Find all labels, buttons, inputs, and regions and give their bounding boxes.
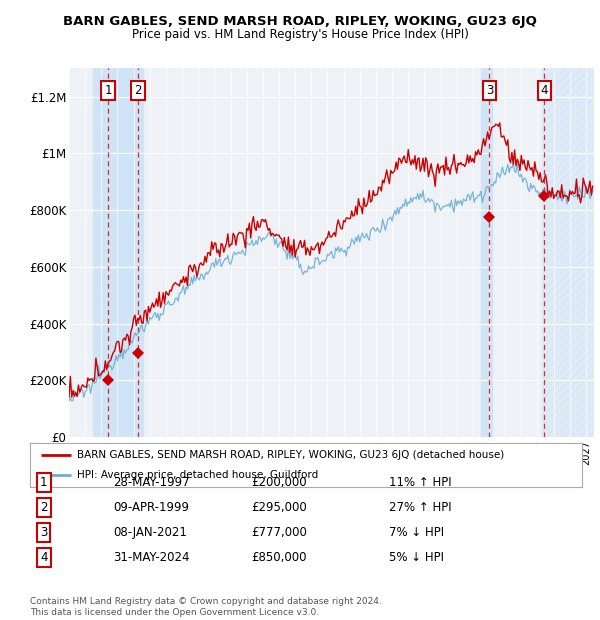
Text: Contains HM Land Registry data © Crown copyright and database right 2024.
This d: Contains HM Land Registry data © Crown c… (30, 598, 382, 617)
Text: £200,000: £200,000 (251, 476, 307, 489)
Text: 11% ↑ HPI: 11% ↑ HPI (389, 476, 451, 489)
Text: HPI: Average price, detached house, Guildford: HPI: Average price, detached house, Guil… (77, 469, 318, 479)
Text: 4: 4 (541, 84, 548, 97)
Text: £850,000: £850,000 (251, 551, 307, 564)
Text: 3: 3 (486, 84, 493, 97)
Text: 4: 4 (40, 551, 47, 564)
Text: 31-MAY-2024: 31-MAY-2024 (113, 551, 190, 564)
Text: BARN GABLES, SEND MARSH ROAD, RIPLEY, WOKING, GU23 6JQ (detached house): BARN GABLES, SEND MARSH ROAD, RIPLEY, WO… (77, 451, 504, 461)
Text: Price paid vs. HM Land Registry's House Price Index (HPI): Price paid vs. HM Land Registry's House … (131, 28, 469, 41)
Text: 7% ↓ HPI: 7% ↓ HPI (389, 526, 444, 539)
Bar (542, 68, 594, 437)
Text: BARN GABLES, SEND MARSH ROAD, RIPLEY, WOKING, GU23 6JQ: BARN GABLES, SEND MARSH ROAD, RIPLEY, WO… (63, 16, 537, 29)
Text: 27% ↑ HPI: 27% ↑ HPI (389, 501, 451, 514)
Bar (481, 68, 492, 437)
Text: 1: 1 (104, 84, 112, 97)
Text: 1: 1 (40, 476, 47, 489)
Text: 3: 3 (40, 526, 47, 539)
Text: 2: 2 (134, 84, 142, 97)
Text: 09-APR-1999: 09-APR-1999 (113, 501, 189, 514)
Text: £295,000: £295,000 (251, 501, 307, 514)
Bar (93, 68, 143, 437)
Text: 08-JAN-2021: 08-JAN-2021 (113, 526, 187, 539)
Text: 5% ↓ HPI: 5% ↓ HPI (389, 551, 444, 564)
Text: £777,000: £777,000 (251, 526, 307, 539)
Text: 2: 2 (40, 501, 47, 514)
Text: 28-MAY-1997: 28-MAY-1997 (113, 476, 190, 489)
